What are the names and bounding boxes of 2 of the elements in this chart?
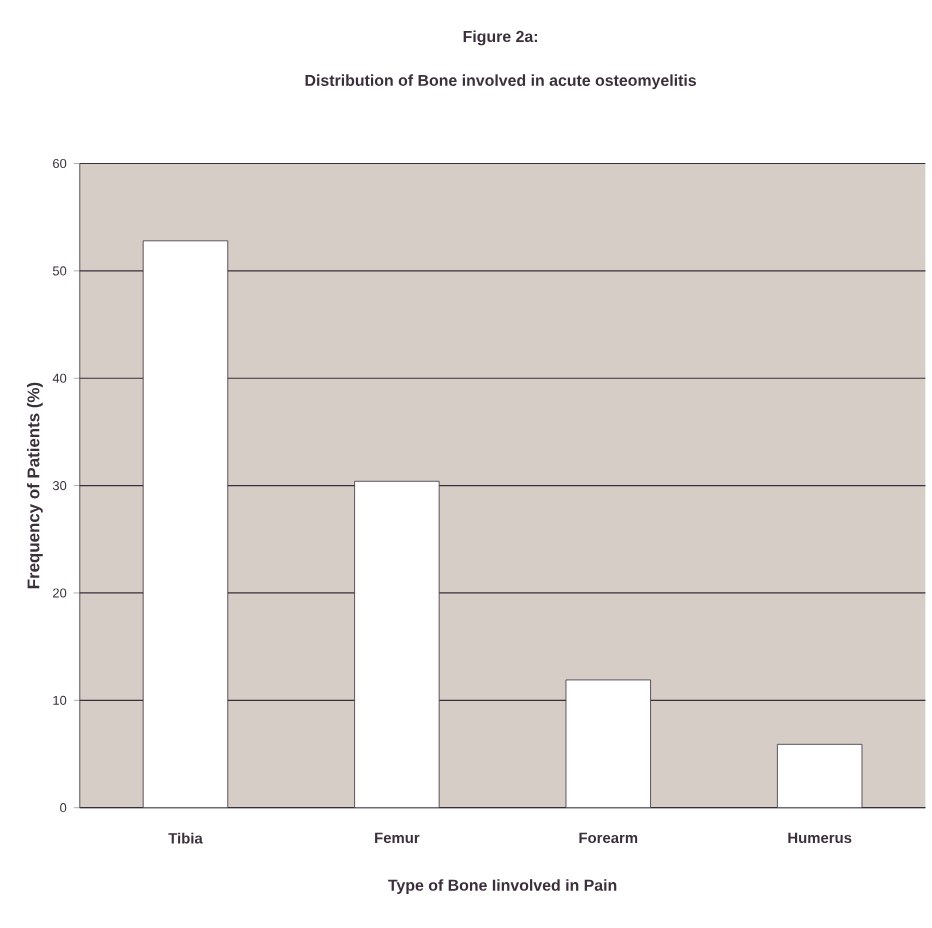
bar xyxy=(777,744,863,808)
y-axis-title: Frequency of Patients (%) xyxy=(27,383,43,589)
